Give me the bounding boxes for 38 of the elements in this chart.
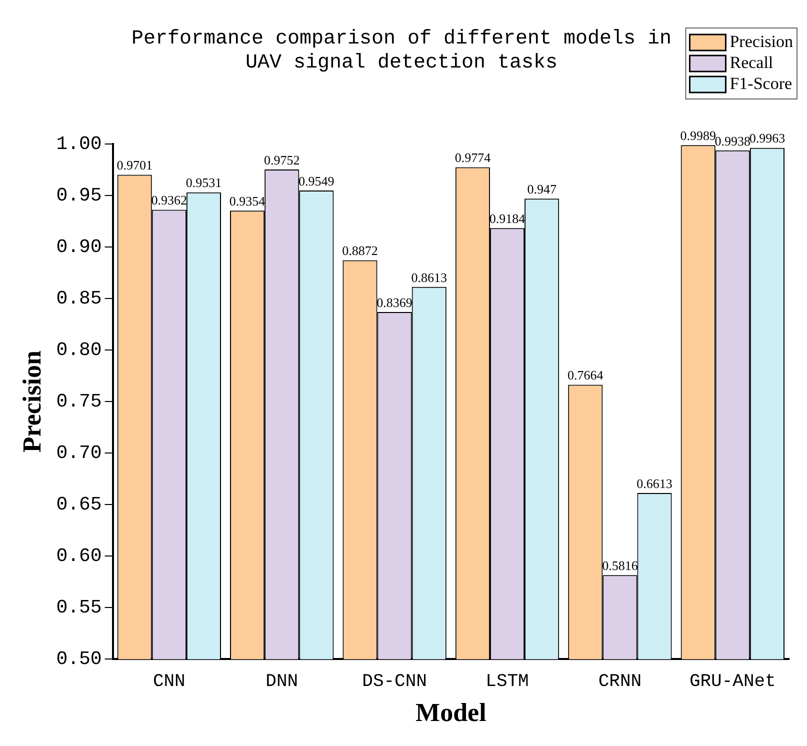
legend-label: F1-Score: [730, 74, 792, 93]
data-label: 0.6613: [636, 476, 672, 491]
y-tick-label: 0.90: [56, 236, 102, 258]
data-label: 0.9752: [264, 152, 300, 168]
y-tick-label: 0.55: [56, 596, 102, 619]
data-label: 0.8369: [376, 294, 412, 310]
y-tick-label: 0.75: [56, 390, 102, 413]
data-label: 0.9549: [298, 173, 334, 188]
data-label: 0.8613: [411, 270, 447, 285]
data-label: 0.9989: [680, 128, 716, 144]
y-tick-label: 0.50: [56, 648, 102, 670]
x-tick-label: DS-CNN: [362, 672, 427, 692]
data-label: 0.7664: [568, 368, 604, 383]
x-tick-label: CNN: [152, 672, 186, 692]
legend-label: Precision: [730, 32, 794, 51]
y-axis-title: Precision: [17, 350, 46, 453]
data-label: 0.5816: [602, 558, 638, 574]
x-tick-label: LSTM: [486, 672, 529, 692]
data-label: 0.9701: [116, 158, 152, 173]
x-axis-title: Model: [416, 698, 486, 728]
y-tick-label: 0.95: [56, 184, 102, 207]
y-tick-label: 0.85: [56, 288, 102, 310]
y-tick-label: 0.70: [56, 442, 102, 464]
chart-title: Performance comparison of different models in UAV signal detection tasks: [131, 27, 672, 74]
data-label: 0.9938: [714, 133, 751, 148]
data-label: 0.947: [527, 182, 557, 197]
y-tick-label: 0.80: [56, 339, 102, 362]
x-tick-label: DNN: [266, 672, 298, 692]
data-label: 0.9531: [186, 175, 222, 190]
y-tick-label: 0.65: [56, 494, 102, 516]
x-tick-label: CRNN: [598, 672, 642, 692]
y-tick-label: 1.00: [56, 133, 102, 156]
y-tick-label: 0.60: [56, 545, 102, 568]
data-label: 0.9963: [749, 130, 786, 146]
data-label: 0.8872: [342, 243, 378, 258]
legend-label: Recall: [730, 52, 774, 72]
data-label: 0.9774: [454, 150, 492, 166]
x-tick-label: GRU-ANet: [689, 672, 776, 692]
